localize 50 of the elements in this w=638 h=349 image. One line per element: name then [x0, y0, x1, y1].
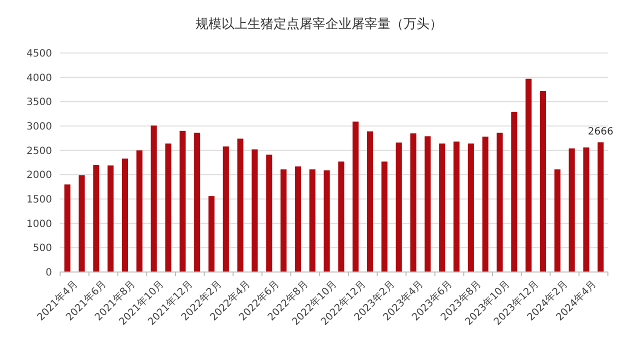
bar: [78, 175, 85, 272]
y-tick-label: 1500: [26, 194, 52, 206]
bar: [568, 148, 575, 272]
bar: [396, 142, 402, 272]
y-tick-label: 3500: [26, 97, 52, 108]
bar: [453, 142, 460, 272]
bar: [280, 169, 287, 272]
y-tick-label: 4500: [26, 48, 52, 60]
bar: [424, 136, 431, 272]
bar: [122, 158, 128, 272]
bar: [324, 170, 330, 272]
bar: [468, 144, 474, 272]
y-tick-label: 500: [32, 243, 52, 254]
bar: [583, 147, 590, 272]
bar: [511, 112, 518, 272]
bar: [208, 196, 215, 272]
data-label: 2666: [588, 126, 614, 138]
y-tick-label: 3000: [26, 122, 52, 132]
bar: [266, 154, 272, 272]
bar: [150, 126, 157, 272]
y-tick-label: 4000: [26, 72, 52, 84]
chart-title: 规模以上生猪定点屠宰企业屠宰量（万头）: [196, 16, 442, 32]
bar: [338, 162, 344, 272]
bar: [367, 131, 374, 272]
y-tick-label: 0: [46, 268, 52, 278]
bar: [136, 150, 142, 272]
bar: [180, 130, 186, 272]
bar: [237, 138, 244, 272]
bar: [496, 132, 503, 272]
bar: [352, 122, 359, 272]
bar: [526, 78, 532, 272]
bar: [222, 146, 229, 272]
bar: [194, 132, 200, 272]
bar: [482, 136, 488, 272]
y-tick-label: 2000: [26, 170, 52, 182]
bar: [252, 149, 258, 272]
bar: [540, 90, 546, 272]
bar: [294, 166, 301, 272]
bar: [108, 165, 114, 272]
bar: [598, 142, 604, 272]
bar: [64, 184, 70, 272]
y-tick-label: 2500: [26, 146, 52, 157]
bar: [165, 144, 172, 272]
bar: [439, 144, 446, 272]
bar: [93, 164, 100, 272]
bar: [554, 169, 560, 272]
bar: [410, 133, 416, 272]
y-tick-label: 1000: [26, 218, 52, 230]
bar: [309, 169, 316, 272]
bar: [381, 162, 388, 272]
